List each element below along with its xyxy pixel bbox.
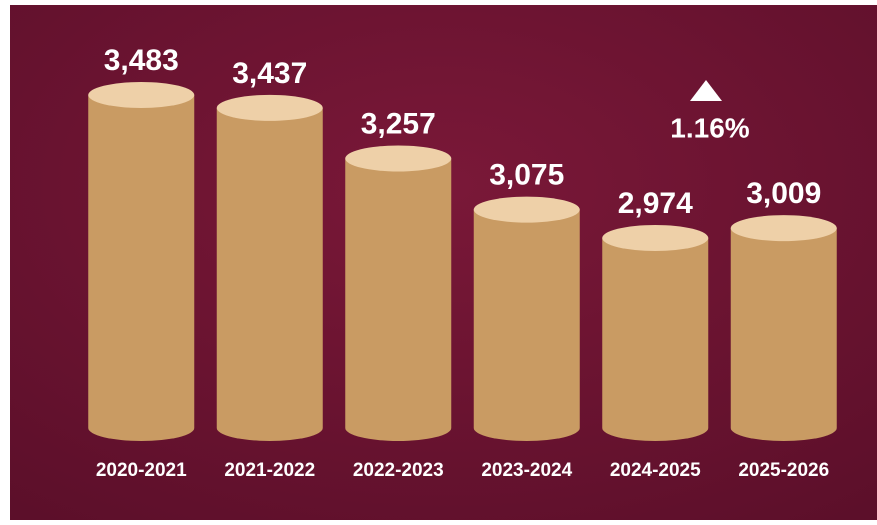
x-tick-label: 2023-2024 — [481, 460, 572, 481]
value-label: 2,974 — [618, 187, 693, 220]
bar — [345, 158, 452, 441]
annotation: 1.16% — [670, 112, 749, 143]
x-tick-label: 2021-2022 — [224, 460, 315, 481]
value-label: 3,009 — [746, 177, 821, 210]
bar — [473, 209, 580, 441]
bar — [730, 228, 837, 441]
bar-top — [345, 145, 452, 172]
bar-top — [216, 94, 323, 121]
x-tick-label: 2025-2026 — [738, 460, 829, 481]
bar — [88, 95, 195, 441]
value-label: 3,483 — [104, 44, 179, 77]
bar-top — [730, 215, 837, 242]
bar — [216, 107, 323, 442]
value-label: 3,257 — [361, 107, 436, 140]
x-tick-label: 2020-2021 — [96, 460, 187, 481]
x-tick-label: 2024-2025 — [610, 460, 701, 481]
up-arrow — [690, 80, 722, 101]
bar-top — [473, 196, 580, 223]
bar-top — [602, 225, 709, 251]
bar-top — [88, 82, 195, 108]
x-tick-label: 2022-2023 — [353, 460, 444, 481]
bar — [602, 238, 709, 441]
value-label: 3,075 — [489, 159, 564, 192]
value-label: 3,437 — [232, 57, 307, 90]
